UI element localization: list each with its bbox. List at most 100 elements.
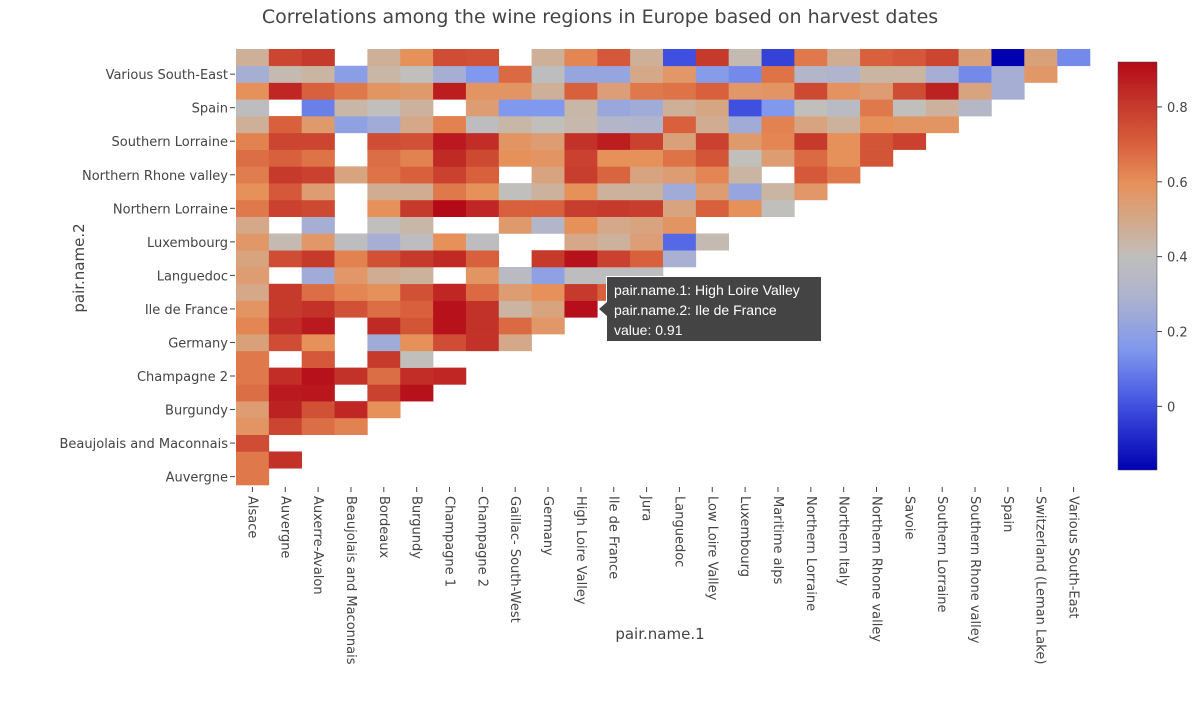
heatmap-cell[interactable] (630, 132, 664, 150)
heatmap-cell[interactable] (860, 49, 894, 67)
heatmap-cell[interactable] (465, 199, 500, 217)
heatmap-cell[interactable] (367, 99, 401, 117)
heatmap-cell[interactable] (564, 199, 598, 217)
heatmap-cell[interactable] (728, 132, 762, 150)
heatmap-cell[interactable] (433, 65, 467, 83)
heatmap-cell[interactable] (827, 149, 861, 167)
heatmap-cell[interactable] (564, 233, 598, 251)
heatmap-cell[interactable] (892, 49, 927, 67)
heatmap-cell[interactable] (400, 233, 434, 251)
heatmap-cell[interactable] (367, 367, 401, 385)
heatmap-cell[interactable] (236, 317, 270, 335)
heatmap-cell[interactable] (433, 283, 467, 301)
heatmap-cell[interactable] (334, 283, 368, 301)
heatmap-cell[interactable] (301, 300, 335, 318)
heatmap-cell[interactable] (531, 317, 565, 335)
heatmap-cell[interactable] (794, 166, 828, 184)
heatmap-cell[interactable] (268, 417, 302, 435)
heatmap-cell[interactable] (531, 116, 565, 134)
heatmap-cell[interactable] (268, 233, 302, 251)
heatmap-cell[interactable] (695, 132, 729, 150)
heatmap-cell[interactable] (564, 250, 598, 268)
heatmap-cell[interactable] (761, 116, 795, 134)
heatmap-cell[interactable] (236, 166, 270, 184)
heatmap-cell[interactable] (400, 82, 434, 100)
heatmap-cell[interactable] (236, 451, 270, 469)
heatmap-cell[interactable] (433, 233, 467, 251)
heatmap-cell[interactable] (433, 367, 467, 385)
heatmap-cell[interactable] (531, 99, 565, 117)
heatmap-cell[interactable] (531, 65, 565, 83)
heatmap-cell[interactable] (761, 49, 795, 67)
heatmap-cell[interactable] (301, 199, 335, 217)
heatmap-cell[interactable] (334, 166, 368, 184)
heatmap-cell[interactable] (564, 267, 598, 285)
heatmap-cell[interactable] (301, 233, 335, 251)
heatmap-cell[interactable] (367, 183, 401, 201)
heatmap-cell[interactable] (925, 99, 959, 117)
heatmap-cell[interactable] (728, 116, 762, 134)
heatmap-cell[interactable] (991, 65, 1025, 83)
heatmap-cell[interactable] (498, 99, 532, 117)
heatmap-cell[interactable] (236, 183, 270, 201)
heatmap-cell[interactable] (433, 334, 467, 352)
heatmap-cell[interactable] (301, 384, 335, 402)
heatmap-cell[interactable] (268, 132, 302, 150)
heatmap-cell[interactable] (663, 233, 697, 251)
heatmap-cell[interactable] (465, 82, 500, 100)
heatmap-cell[interactable] (925, 116, 959, 134)
heatmap-cell[interactable] (301, 350, 335, 368)
heatmap-cell[interactable] (400, 317, 434, 335)
heatmap-cell[interactable] (334, 401, 368, 419)
heatmap-cell[interactable] (728, 99, 762, 117)
heatmap-cell[interactable] (630, 116, 664, 134)
heatmap-cell[interactable] (860, 65, 894, 83)
heatmap-cell[interactable] (695, 199, 729, 217)
heatmap-cell[interactable] (268, 49, 302, 67)
heatmap-cell[interactable] (498, 267, 532, 285)
heatmap-cell[interactable] (498, 199, 532, 217)
heatmap-cell[interactable] (400, 334, 434, 352)
heatmap-cell[interactable] (498, 300, 532, 318)
heatmap-cell[interactable] (531, 267, 565, 285)
heatmap-cell[interactable] (301, 417, 335, 435)
heatmap-cell[interactable] (564, 116, 598, 134)
heatmap-cell[interactable] (860, 99, 894, 117)
heatmap-cell[interactable] (301, 49, 335, 67)
heatmap-cell[interactable] (301, 367, 335, 385)
heatmap-cell[interactable] (268, 116, 302, 134)
heatmap-cell[interactable] (663, 132, 697, 150)
heatmap-cell[interactable] (236, 468, 270, 486)
heatmap-cell[interactable] (465, 49, 500, 67)
heatmap-cell[interactable] (531, 82, 565, 100)
heatmap-cell[interactable] (531, 166, 565, 184)
heatmap-cell[interactable] (564, 300, 598, 318)
heatmap-cell[interactable] (367, 267, 401, 285)
heatmap-cell[interactable] (400, 367, 434, 385)
heatmap-cell[interactable] (728, 82, 762, 100)
heatmap-cell[interactable] (498, 216, 532, 234)
heatmap-cell[interactable] (531, 183, 565, 201)
heatmap-cell[interactable] (236, 149, 270, 167)
heatmap-cell[interactable] (268, 451, 302, 469)
heatmap-cell[interactable] (728, 49, 762, 67)
heatmap-cell[interactable] (860, 82, 894, 100)
heatmap-cell[interactable] (301, 216, 335, 234)
heatmap-cell[interactable] (433, 149, 467, 167)
heatmap-cell[interactable] (400, 99, 434, 117)
heatmap-cell[interactable] (334, 233, 368, 251)
heatmap-cell[interactable] (728, 199, 762, 217)
heatmap-cell[interactable] (367, 300, 401, 318)
heatmap-cell[interactable] (663, 250, 697, 268)
heatmap-cell[interactable] (498, 283, 532, 301)
heatmap-cell[interactable] (367, 401, 401, 419)
heatmap-cell[interactable] (268, 250, 302, 268)
heatmap-cell[interactable] (531, 132, 565, 150)
heatmap-cell[interactable] (367, 82, 401, 100)
heatmap-cell[interactable] (630, 65, 664, 83)
heatmap-cell[interactable] (433, 116, 467, 134)
heatmap-cell[interactable] (236, 99, 270, 117)
heatmap-cell[interactable] (236, 417, 270, 435)
heatmap-cell[interactable] (498, 183, 532, 201)
